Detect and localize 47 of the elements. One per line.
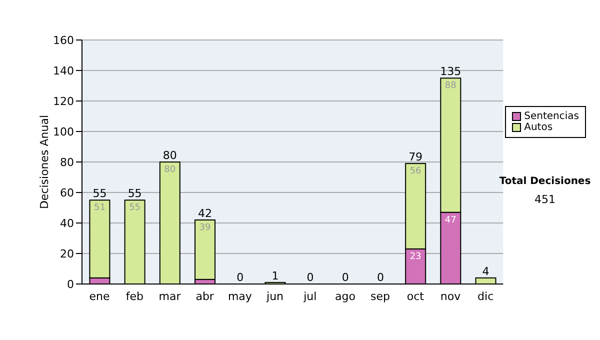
y-tick-label: 140 xyxy=(53,64,74,78)
x-tick-label: nov xyxy=(440,290,462,303)
x-tick-label: jun xyxy=(266,290,284,303)
y-axis-title: Decisiones Anual xyxy=(38,114,51,210)
y-tick-label: 80 xyxy=(60,156,74,169)
x-tick-label: dic xyxy=(478,290,494,303)
data-label: 55 xyxy=(129,203,141,214)
y-tick-label: 20 xyxy=(60,247,74,260)
annotation: Total Decisiones xyxy=(498,176,592,187)
total-label: 55 xyxy=(92,187,107,200)
bar xyxy=(194,219,216,280)
total-label: 80 xyxy=(162,149,177,162)
legend-label: Autos xyxy=(524,122,553,133)
total-label: 0 xyxy=(376,271,384,284)
text: 451 xyxy=(534,193,556,206)
total-label: 42 xyxy=(198,206,212,220)
x-tick-label: ene xyxy=(89,290,110,303)
x-tick-label: may xyxy=(228,290,252,303)
data-label: 23 xyxy=(410,252,422,262)
total-label: 0 xyxy=(236,271,244,284)
total-label: 0 xyxy=(342,271,349,284)
legend-label: Sentencias xyxy=(524,111,579,122)
x-tick-label: feb xyxy=(126,290,144,303)
total-label: 1 xyxy=(272,269,279,282)
data-label: 51 xyxy=(94,203,106,214)
data-label: 47 xyxy=(444,215,456,226)
x-tick-label: mar xyxy=(158,290,182,303)
y-tick-label: 40 xyxy=(60,216,74,230)
y-tick-label: 100 xyxy=(53,125,74,138)
x-tick-label: ago xyxy=(334,290,356,303)
data-label: 88 xyxy=(444,81,457,92)
data-label: 80 xyxy=(164,165,176,175)
y-tick-label: 0 xyxy=(67,278,74,291)
x-tick-label: abr xyxy=(196,290,214,303)
y-tick-label: 60 xyxy=(60,186,74,200)
total-label: 79 xyxy=(408,150,423,164)
x-tick-label: sep xyxy=(370,290,390,303)
data-label: 39 xyxy=(199,222,211,233)
x-tick-label: oct xyxy=(406,290,425,303)
total-label: 4 xyxy=(482,264,490,278)
y-tick-label: 120 xyxy=(53,94,74,108)
total-label: 135 xyxy=(440,65,462,78)
data-label: 56 xyxy=(410,166,422,177)
total-label: 55 xyxy=(128,187,142,200)
y-tick-label: 160 xyxy=(53,34,74,47)
total-label: 0 xyxy=(306,271,314,284)
x-tick-label: jul xyxy=(302,290,317,303)
